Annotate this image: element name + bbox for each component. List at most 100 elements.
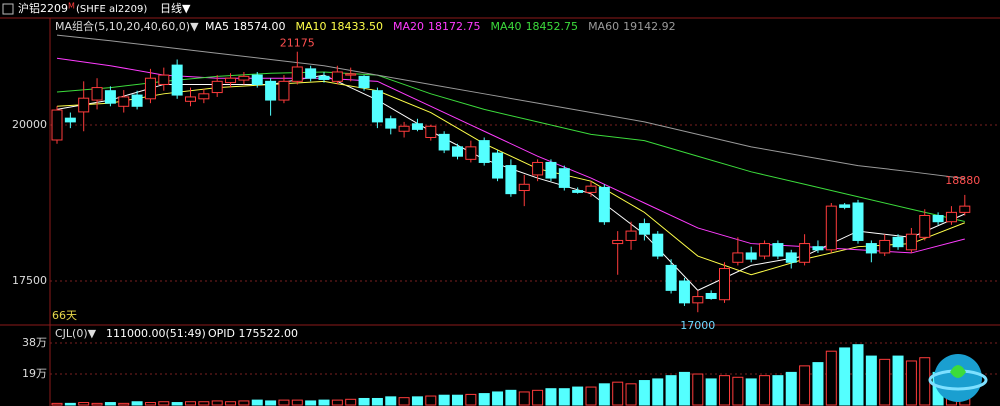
- volume-bar: [265, 400, 277, 406]
- volume-bar: [612, 381, 624, 406]
- volume-bar: [905, 360, 917, 406]
- volume-bar: [518, 391, 530, 406]
- candle-body: [438, 133, 450, 151]
- volume-bar: [465, 393, 477, 406]
- legend-value: 18172.75: [428, 20, 481, 33]
- volume-bar: [291, 399, 303, 406]
- candle-body: [625, 230, 637, 241]
- volume-bar: [692, 373, 704, 406]
- volume-bar: [118, 402, 130, 406]
- candle-body: [665, 264, 677, 291]
- candle-body: [398, 125, 410, 132]
- y-tick-label: 17500: [12, 274, 47, 287]
- y-tick-label: 38万: [22, 336, 47, 349]
- candle-body: [799, 243, 811, 263]
- candle-body: [78, 97, 90, 113]
- volume-bar: [385, 396, 397, 406]
- legend-name: MA10: [296, 20, 327, 33]
- volume-bar: [719, 375, 730, 406]
- candle-body: [144, 77, 156, 100]
- candle-body: [358, 75, 370, 89]
- volume-bar: [144, 402, 156, 406]
- candle-body: [185, 96, 196, 102]
- legend-name: MA20: [393, 20, 424, 33]
- candle-body: [265, 80, 277, 101]
- candle-body: [945, 211, 957, 223]
- candle-body: [452, 146, 463, 157]
- volume-bar: [545, 388, 557, 406]
- candle-body: [839, 204, 851, 208]
- candle-body: [825, 205, 837, 251]
- volume-bar: [78, 402, 90, 406]
- volume-bar: [278, 399, 290, 406]
- candle-body: [558, 168, 570, 188]
- candle-body: [278, 80, 290, 101]
- volume-bar: [705, 378, 717, 406]
- volume-bar: [104, 402, 116, 406]
- candle-body: [678, 280, 690, 304]
- volume-bar: [732, 376, 744, 406]
- volume-bar: [852, 344, 864, 406]
- volume-bar: [772, 375, 784, 406]
- volume-bar: [171, 402, 183, 406]
- subtitle: (SHFE al2209): [76, 4, 147, 15]
- volume-bar: [225, 401, 237, 406]
- candle-body: [104, 90, 116, 104]
- y-tick-label: 20000: [12, 118, 47, 131]
- legend-value: 19142.92: [623, 20, 676, 33]
- volume-bar: [585, 386, 597, 406]
- volume-bar: [625, 383, 637, 406]
- ma-line: [56, 71, 965, 223]
- candle-body: [879, 239, 891, 254]
- volume-bar: [238, 400, 250, 406]
- ma-line: [56, 80, 965, 276]
- volume-bar: [839, 347, 851, 406]
- candle-body: [291, 66, 303, 82]
- legend-value: 18452.75: [526, 20, 579, 33]
- candle-body: [91, 87, 103, 101]
- volume-bar: [64, 402, 76, 406]
- candle-body: [932, 214, 944, 223]
- volume-bar: [185, 401, 196, 406]
- volume-bar: [785, 371, 797, 406]
- candle-body: [225, 77, 237, 84]
- candle-body: [118, 96, 130, 107]
- candle-body: [505, 165, 517, 195]
- logo: [928, 354, 988, 402]
- volume-bar: [678, 371, 690, 406]
- candle-body: [865, 243, 877, 254]
- last-high-label: 18880: [945, 174, 980, 187]
- candle-body: [759, 243, 771, 257]
- volume-bar: [331, 399, 343, 406]
- candle-body: [211, 80, 223, 94]
- volume-title[interactable]: CJL(0)▼: [55, 327, 97, 340]
- period[interactable]: 日线▼: [160, 1, 191, 15]
- badge: M: [68, 2, 75, 11]
- high-label: 21175: [280, 37, 315, 50]
- candle-body: [772, 243, 784, 257]
- volume-bar: [425, 395, 437, 406]
- volume-bar: [158, 401, 170, 406]
- volume-bar: [665, 375, 677, 406]
- candle-body: [305, 68, 317, 79]
- candle-body: [892, 236, 904, 248]
- candle-body: [959, 205, 971, 213]
- candle-body: [598, 186, 610, 223]
- volume-bar: [745, 378, 757, 406]
- candle-body: [812, 246, 824, 251]
- candle-body: [345, 73, 357, 76]
- candle-body: [465, 146, 477, 160]
- candle-body: [905, 233, 917, 251]
- candle-body: [131, 94, 143, 107]
- legend-value: 18433.50: [331, 20, 384, 33]
- candle-body: [785, 252, 797, 263]
- candle-body: [545, 161, 557, 179]
- volume-bar: [825, 350, 837, 406]
- candle-body: [732, 252, 744, 263]
- volume-bar: [398, 397, 410, 406]
- indicator[interactable]: MA组合(5,10,20,40,60,0)▼: [55, 19, 199, 33]
- candle-body: [478, 140, 490, 163]
- low-label: 17000: [680, 319, 715, 332]
- window-icon: [2, 3, 14, 15]
